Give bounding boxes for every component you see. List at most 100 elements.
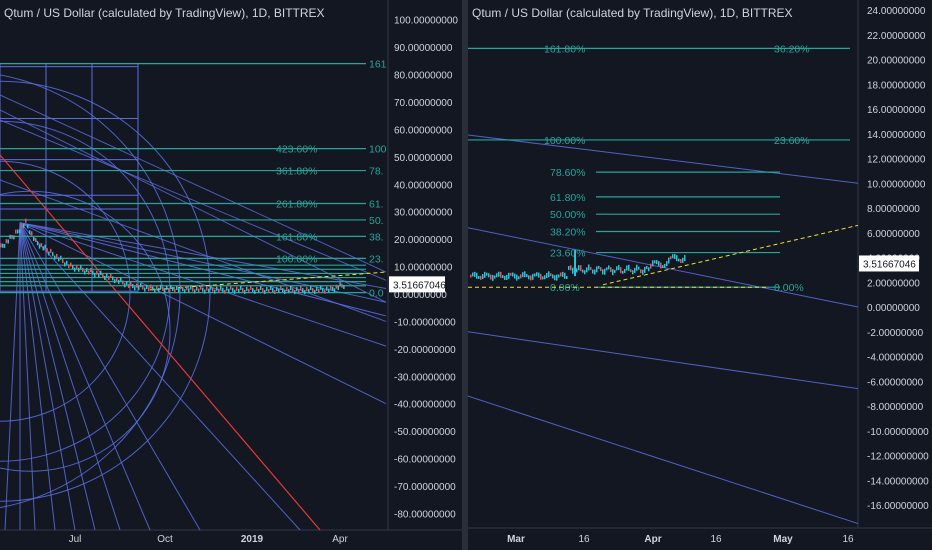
price-candle [326,286,328,291]
price-candle [482,274,484,280]
price-candle [190,285,192,290]
fan-line [468,134,859,184]
price-candle [664,263,666,268]
price-candle [530,275,532,281]
y-axis-tick-label: -40.00000000 [394,400,456,411]
price-candle [628,264,630,271]
price-candle [138,285,140,290]
price-candle [298,289,300,294]
price-candle [13,235,15,240]
price-candle [572,267,574,274]
price-candle [494,275,496,279]
right-chart-svg[interactable]: 24.00000000 22.00000000 20.00000000 18.0000… [468,0,932,550]
price-candle [284,290,286,295]
price-candle [242,287,244,292]
y-axis-tick-label: 16.00000000 [867,105,926,116]
gann-fan-line [19,222,387,290]
fan-line [468,331,859,390]
price-candle [204,289,206,294]
x-axis-tick-label: 2019 [241,534,264,545]
price-candle [508,272,510,279]
pane-divider[interactable] [462,0,468,550]
gann-arc [0,74,181,509]
price-candle [122,280,124,285]
fib-level-right-label: 61. [369,198,384,210]
right-chart-pane[interactable]: 24.00000000 22.00000000 20.00000000 18.0000… [468,0,932,550]
price-candle [82,267,84,272]
price-candle [158,287,160,292]
price-candle [130,281,132,286]
price-candle [256,286,258,291]
price-candle [670,256,672,260]
price-candle [556,274,558,281]
price-candle [210,285,212,290]
fib-level-right-label: 50. [369,215,384,227]
price-candle [554,275,556,281]
y-axis-tick-label: 14.00000000 [867,130,926,141]
price-candle [21,224,23,229]
price-candle [64,262,66,267]
price-candle [246,286,248,291]
price-candle [584,270,586,275]
price-candle [48,251,50,256]
price-candle [33,237,35,242]
price-candle [624,268,626,273]
gann-fan-line [19,222,387,347]
price-candle [337,286,339,291]
price-candle [620,267,622,274]
price-candle [106,273,108,278]
price-candle [678,258,680,262]
x-axis-tick-label: 16 [578,534,590,545]
price-candle [84,270,86,275]
price-candle [496,273,498,278]
price-candle [188,288,190,293]
price-candle [622,270,624,274]
price-candle [230,285,232,290]
price-candle [328,288,330,293]
price-candle [136,283,138,288]
price-candle [250,285,252,290]
price-candle [266,286,268,291]
price-candle [116,277,118,282]
fib-level-label: 61.80% [550,192,586,204]
price-candle [656,260,658,265]
price-candle [25,218,27,223]
price-candle [566,275,568,279]
price-candle [92,270,94,275]
price-candle [512,272,514,277]
price-candle [72,265,74,270]
price-candle [316,286,318,291]
price-candle [524,271,526,278]
price-candle [200,285,202,290]
price-candle [682,257,684,263]
price-candle [17,229,19,234]
price-candle [276,287,278,292]
left-chart-pane[interactable]: 100.00000000 90.00000000 80.00000000 70.000… [0,0,462,550]
price-candle [312,287,314,292]
price-candle [341,283,343,288]
y-axis-tick-label: -10.00000000 [394,317,456,328]
fib-level-label: 50.00% [550,209,586,221]
price-candle [602,269,604,275]
x-axis-tick-label: Mar [507,534,525,545]
fib-level-label: 0.00% [550,282,580,294]
gann-arc [0,120,171,462]
price-candle [486,272,488,276]
price-candle [343,285,345,290]
left-chart-svg[interactable]: 100.00000000 90.00000000 80.00000000 70.000… [0,0,462,550]
price-candle [474,271,476,277]
y-axis-tick-label: 40.00000000 [394,180,453,191]
price-candle [516,274,518,281]
y-axis-tick-label: 30.00000000 [394,208,453,219]
price-candle [146,284,148,289]
y-axis-tick-label: 10.00000000 [394,263,453,274]
price-candle [220,285,222,290]
price-candle [1,243,4,248]
price-candle [578,265,580,271]
price-candle [264,289,266,294]
price-candle [15,229,17,234]
price-candle [110,273,112,278]
price-candle [544,275,546,280]
price-candle [76,265,78,270]
price-candle [206,286,208,291]
